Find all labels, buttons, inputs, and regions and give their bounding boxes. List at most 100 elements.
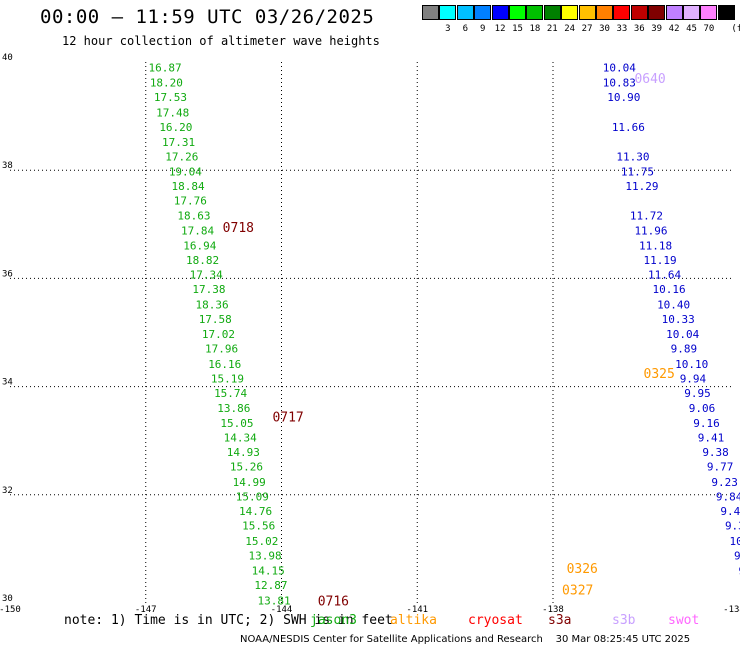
colorbar-label: 30 [599,24,610,34]
wave-height-label: 10.04 [603,61,636,74]
colorbar-swatch [630,5,648,20]
pass-time-label: 0327 [562,583,593,598]
colorbar-label: 42 [668,24,680,34]
pass-time-label: 0325 [644,367,675,382]
colorbar-swatch [717,5,735,20]
colorbar-label: 70 [703,24,715,34]
satellite-name: s3a [548,613,572,628]
wave-height-label: 9.44 [734,549,740,562]
wave-height-label: 9.44 [720,505,740,518]
satellite-name: swot [668,613,700,628]
latitude-label: 30 [2,594,13,604]
wave-height-label: 10.83 [603,77,636,90]
wave-height-label: 11.18 [639,239,672,252]
wave-height-label: 10.90 [607,91,640,104]
latitude-label: 36 [2,269,13,279]
colorbar-swatch [648,5,666,20]
longitude-label: -150 [0,605,21,615]
wave-height-label: 13.98 [248,549,281,562]
wave-height-label: 9.16 [693,417,720,430]
footer: NOAA/NESDIS Center for Satellite Applica… [240,634,690,645]
wave-height-label: 9.23 [711,476,738,489]
wave-height-label: 17.84 [181,224,214,237]
colorbar-label: 21 [546,24,558,34]
wave-height-label: 17.31 [162,136,195,149]
latitude-label: 40 [2,53,13,63]
colorbar-swatch [491,5,509,20]
wave-height-label: 10.07 [729,535,740,548]
wave-height-label: 17.76 [174,194,207,207]
colorbar-label: 27 [581,24,593,34]
colorbar-swatch [422,5,439,20]
colorbar-label: 3 [445,24,451,34]
colorbar-label: 33 [616,24,628,34]
wave-height-label: 17.34 [190,269,223,282]
latitude-label: 34 [2,378,13,388]
wave-height-label: 9.94 [680,372,707,385]
wave-height-label: 14.93 [227,446,260,459]
wave-height-label: 9.06 [689,402,716,415]
wave-height-label: 9.38 [702,446,729,459]
colorbar-label: 6 [462,24,468,34]
colorbar-swatch [665,5,683,20]
latitude-label: 32 [2,486,13,496]
pass-time-label: 0640 [634,72,665,87]
footer-timestamp: 30 Mar 08:25:45 UTC 2025 [555,634,691,645]
colorbar-label: 15 [512,24,523,34]
colorbar-swatch [683,5,700,20]
wave-height-label: 9.77 [707,461,734,474]
colorbar-label: 36 [633,24,645,34]
colorbar-swatch [561,5,579,20]
wave-height-label: 18.36 [196,298,229,311]
longitude-label: -141 [406,605,428,615]
wave-height-label: 14.76 [239,505,272,518]
wave-height-label: 16.16 [208,358,241,371]
longitude-label: -147 [135,605,157,615]
page-title: 00:00 — 11:59 UTC 03/26/2025 [40,6,375,28]
wave-height-label: 18.20 [150,77,183,90]
colorbar-label: 12 [494,24,506,34]
wave-height-label: 15.02 [245,535,278,548]
wave-height-label: 15.56 [242,520,275,533]
wave-height-label: 17.26 [165,151,198,164]
wave-height-label: 9.95 [684,387,711,400]
satellite-name: cryosat [468,613,523,628]
colorbar-unit: (ft) [731,24,740,34]
wave-height-label: 17.48 [156,106,189,119]
wave-height-label: 10.33 [662,313,695,326]
colorbar-swatch [474,5,492,20]
wave-height-label: 12.87 [254,579,287,592]
colorbar-label: 39 [651,24,663,34]
wave-height-label: 10.40 [657,298,690,311]
wave-height-label: 11.96 [634,224,667,237]
wave-height-label: 18.84 [172,180,205,193]
satellite-name: s3b [612,613,636,628]
wave-height-label: 17.58 [199,313,232,326]
wave-height-label: 17.96 [205,343,238,356]
wave-height-label: 11.66 [612,121,645,134]
footer-credit: NOAA/NESDIS Center for Satellite Applica… [240,634,543,645]
wave-height-label: 17.53 [154,91,187,104]
longitude-label: -138 [542,605,564,615]
wave-height-label: 11.30 [616,151,649,164]
colorbar-swatch [578,5,596,20]
wave-height-label: 16.20 [159,121,192,134]
wave-height-label: 16.87 [148,61,181,74]
wave-height-label: 9.03 [739,565,740,578]
longitude-label: -134 [723,605,740,615]
satellite-name: altika [390,613,437,628]
pass-time-label: 0718 [223,221,254,236]
wave-height-label: 16.94 [183,239,216,252]
colorbar-swatch [509,5,526,20]
wave-height-label: 15.26 [230,461,263,474]
colorbar-swatch [700,5,718,20]
colorbar-label: 9 [479,24,486,34]
pass-time-label: 0326 [567,562,598,577]
wave-height-label: 19.04 [169,165,202,178]
colorbar-swatch [596,5,613,20]
wave-height-label: 15.05 [220,417,253,430]
wave-height-label: 15.74 [214,387,247,400]
wave-height-label: 10.10 [675,358,708,371]
note-text: note: 1) Time is in UTC; 2) SWH is in fe… [64,613,393,628]
